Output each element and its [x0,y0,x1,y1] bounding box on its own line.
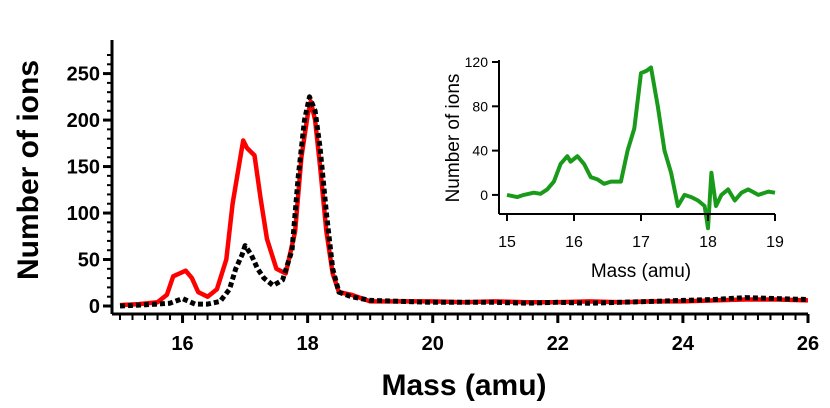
inset-x-tick-label: 19 [766,234,784,251]
main-x-tick-label: 16 [171,333,193,355]
main-x-tick-label: 20 [422,333,444,355]
main-y-tick-label: 50 [78,250,100,272]
main-y-tick-label: 100 [67,203,100,225]
main-y-axis-title: Number of ions [12,60,45,280]
main-y-tick-label: 200 [67,110,100,132]
main-y-tick-label: 150 [67,157,100,179]
inset-y-tick-label: 0 [480,187,488,203]
inset-x-tick-label: 17 [632,234,650,251]
inset-x-axis-title: Mass (amu) [591,261,691,282]
main-y-tick-label: 0 [89,296,100,318]
inset-x-tick-label: 15 [498,234,516,251]
main-x-tick-label: 26 [797,333,819,355]
inset-y-tick-label: 80 [472,98,488,114]
main-x-tick-label: 22 [547,333,569,355]
main-series-line-1 [119,99,809,308]
main-y-tick-label: 250 [67,64,100,86]
inset-y-axis-title: Number of ions [443,74,464,203]
inset-y-tick-label: 120 [465,54,489,70]
inset-x-tick-label: 18 [699,234,717,251]
main-x-tick-label: 24 [672,333,695,355]
main-series-line-2 [119,94,809,309]
inset-y-tick-label: 40 [472,143,488,159]
inset-x-tick-label: 16 [565,234,583,251]
main-x-axis-title: Mass (amu) [381,369,546,402]
main-x-tick-label: 18 [297,333,319,355]
inset-series-line-1 [506,65,776,231]
